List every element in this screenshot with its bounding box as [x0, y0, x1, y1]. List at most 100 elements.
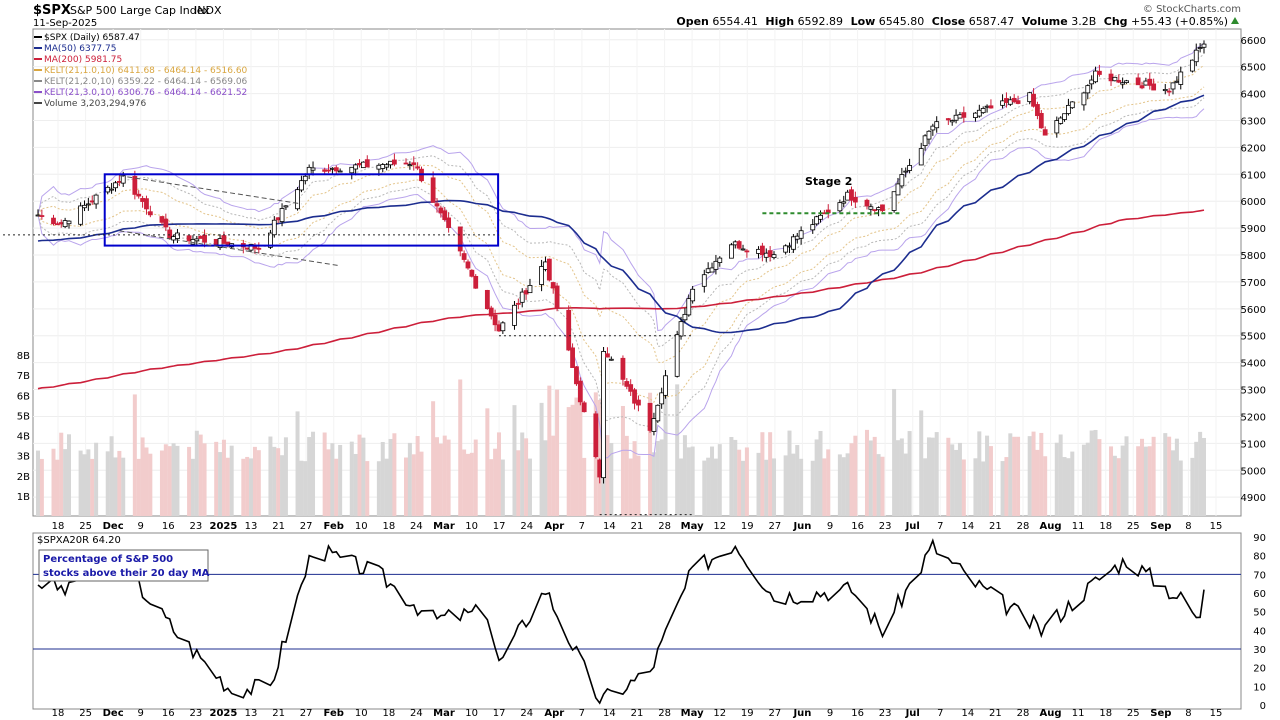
- candle-body: [880, 204, 885, 211]
- candle-body: [597, 459, 603, 478]
- date-tick-label: 28: [658, 521, 671, 532]
- date-tick-label: 28: [1017, 521, 1030, 532]
- price-tick-label: 5500: [1241, 332, 1266, 343]
- volume-axis: 8B 7B 6B 5B 4B 3B 2B 1B: [17, 351, 30, 503]
- date-tick-label-lower: 2025: [210, 708, 238, 719]
- volume-bar: [1167, 436, 1172, 516]
- volume-bar: [59, 432, 64, 516]
- candle-body: [918, 148, 924, 166]
- candle-body: [647, 402, 653, 431]
- volume-tick-label: 4B: [17, 432, 30, 443]
- candle-body: [663, 375, 668, 396]
- candle-body: [515, 302, 521, 305]
- date-tick-label: Sep: [1150, 521, 1171, 532]
- date-tick-label-lower: 28: [1017, 708, 1030, 719]
- date-tick-label-lower: 24: [520, 708, 533, 719]
- date-tick-label-lower: Sep: [1150, 708, 1171, 719]
- date-tick-label-lower: 11: [1072, 708, 1085, 719]
- keltner-band-2-upper: [37, 53, 1205, 347]
- volume-bar: [117, 450, 122, 516]
- volume-bar: [582, 457, 587, 516]
- volume-bar: [1163, 433, 1168, 516]
- volume-bar: [632, 441, 637, 516]
- volume-bar: [39, 458, 44, 516]
- volume-bar: [954, 449, 959, 516]
- candle-body: [651, 418, 657, 432]
- volume-bar: [609, 443, 614, 516]
- candle-body: [256, 247, 262, 250]
- date-tick-label-lower: 16: [162, 708, 175, 719]
- volume-tick-label: 7B: [17, 371, 30, 382]
- volume-tick-label: 2B: [17, 472, 30, 483]
- volume-bar: [624, 435, 629, 516]
- date-tick-label-lower: 19: [741, 708, 754, 719]
- date-tick-label: May: [681, 521, 704, 532]
- breadth-tick-label: 70: [1253, 570, 1266, 581]
- date-tick-label: Apr: [544, 521, 564, 532]
- volume-bar: [190, 458, 195, 516]
- date-tick-label: 17: [493, 521, 506, 532]
- date-tick-label-lower: 24: [410, 708, 423, 719]
- volume-bar: [493, 448, 498, 516]
- candle-body: [1089, 79, 1095, 85]
- volume-bar: [283, 437, 288, 516]
- candle-body: [1069, 101, 1075, 109]
- volume-bar: [872, 436, 877, 516]
- candle-body: [415, 166, 421, 169]
- legend-entry: KELT(21,2.0,10) 6359.22 - 6464.14 - 6569…: [44, 77, 248, 87]
- chart-header: $SPX S&P 500 Large Cap Index INDX 11-Sep…: [33, 3, 1241, 29]
- volume-bar: [919, 410, 924, 516]
- volume-bar: [241, 458, 246, 516]
- candle-body: [132, 175, 138, 195]
- candle-body: [794, 235, 800, 240]
- volume-bar: [280, 455, 285, 516]
- candle-body: [1201, 43, 1207, 48]
- legend-entry: Volume 3,203,294,976: [44, 99, 146, 109]
- candle-body: [903, 170, 909, 173]
- volume-bar: [94, 442, 99, 516]
- candle-body: [949, 120, 955, 123]
- volume-bar: [690, 446, 695, 516]
- candle-body: [841, 201, 847, 204]
- date-tick-label-lower: 7: [579, 708, 585, 719]
- candle-body: [1197, 47, 1203, 49]
- ma50-line: [37, 94, 1205, 334]
- candle-body: [109, 188, 115, 191]
- volume-bar: [221, 439, 226, 516]
- date-tick-label-lower: 13: [245, 708, 258, 719]
- volume-bar: [105, 451, 110, 516]
- volume-bar: [539, 402, 544, 516]
- candle-body: [759, 245, 765, 256]
- volume-bar: [500, 459, 505, 516]
- candle-body: [550, 282, 556, 289]
- volume-bar: [597, 399, 602, 516]
- volume-bar: [1171, 450, 1176, 516]
- candle-body: [62, 220, 68, 228]
- volume-bar: [764, 459, 769, 516]
- volume-bar: [121, 457, 126, 516]
- candle-body: [66, 220, 72, 225]
- date-tick-label: 18: [382, 521, 395, 532]
- volume-bar: [682, 435, 687, 516]
- date-tick-label-lower: 27: [768, 708, 781, 719]
- volume-bar: [853, 435, 858, 516]
- price-tick-label: 6400: [1241, 90, 1266, 101]
- candle-body: [403, 162, 409, 165]
- candle-body: [678, 321, 684, 337]
- volume-bar: [1081, 444, 1086, 516]
- volume-bar: [1124, 436, 1129, 516]
- volume-bar: [934, 432, 939, 516]
- date-tick-label-lower: 25: [79, 708, 92, 719]
- breadth-note-box: [38, 549, 209, 582]
- volume-bar: [756, 452, 761, 516]
- volume-bar: [376, 461, 381, 516]
- volume-bar: [148, 453, 153, 516]
- volume-bar: [950, 444, 955, 516]
- volume-bar: [276, 448, 281, 516]
- candle-body: [1031, 93, 1036, 107]
- date-tick-label: 24: [520, 521, 533, 532]
- date-tick-label-lower: 21: [989, 708, 1002, 719]
- candle-body: [980, 108, 986, 114]
- volume-bar: [768, 432, 773, 516]
- volume-bar: [132, 394, 137, 516]
